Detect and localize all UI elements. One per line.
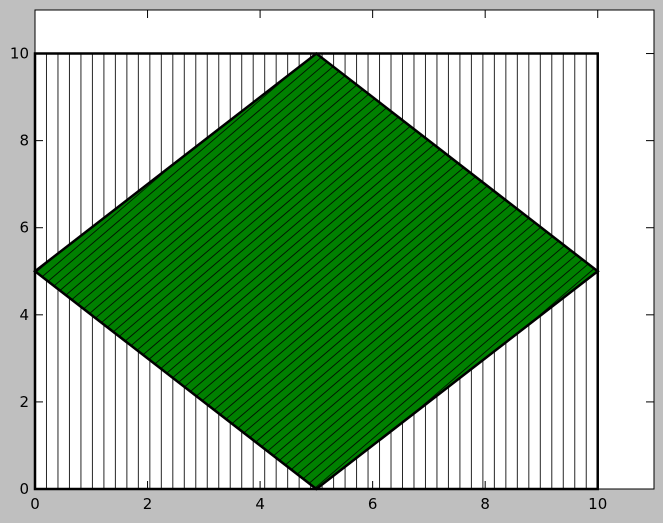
x-tick-label: 6 xyxy=(368,495,378,513)
y-tick-label: 6 xyxy=(19,219,29,237)
y-tick-label: 8 xyxy=(19,132,29,150)
y-tick-label: 10 xyxy=(10,45,29,63)
hatch-line xyxy=(35,53,445,489)
hatch-line xyxy=(35,53,411,489)
hatch-line xyxy=(223,53,598,489)
axis-ticks xyxy=(34,10,654,490)
x-tick-label: 2 xyxy=(143,495,153,513)
hatch-line xyxy=(211,53,598,489)
hatch-line xyxy=(234,53,598,489)
hatch-line xyxy=(189,53,598,489)
hatch-line xyxy=(35,53,423,489)
hatch-line xyxy=(35,53,389,489)
hatch-line xyxy=(35,53,38,489)
hatch-line xyxy=(35,53,434,489)
hatch-line xyxy=(200,53,598,489)
y-tick-label: 2 xyxy=(19,393,29,411)
y-tick-label: 4 xyxy=(19,306,29,324)
x-tick-label: 8 xyxy=(480,495,490,513)
hatch-line xyxy=(245,53,598,489)
hatch-line xyxy=(257,53,598,489)
x-tick-label: 4 xyxy=(255,495,265,513)
x-tick-label: 0 xyxy=(30,495,40,513)
hatch-line xyxy=(166,53,598,489)
y-tick-label: 0 xyxy=(19,480,29,498)
hatch-line xyxy=(279,53,598,489)
hatch-line xyxy=(268,53,598,489)
axes-frame xyxy=(34,9,655,490)
axis-tick-labels: 0 2 4 6 8 10 0 2 4 6 8 10 xyxy=(10,45,607,513)
hatch-line xyxy=(0,10,15,489)
hatch-line xyxy=(177,53,598,489)
hatch-line xyxy=(144,53,598,489)
hatch-line xyxy=(155,53,598,489)
hatch-line xyxy=(35,53,400,489)
hatch-line xyxy=(0,10,26,489)
x-tick-label: 10 xyxy=(588,495,607,513)
hatch-line xyxy=(132,53,598,489)
hatch-line xyxy=(35,53,366,489)
diamond-polygon-edge xyxy=(32,51,600,491)
hatch-line xyxy=(35,53,377,489)
